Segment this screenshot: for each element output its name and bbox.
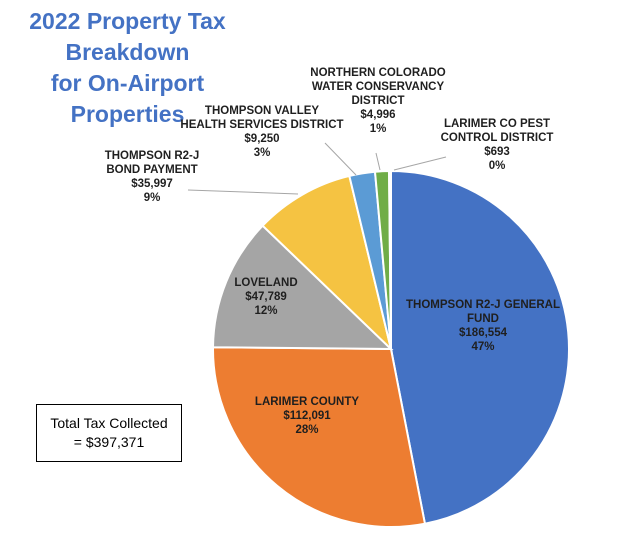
label-name: FUND [467, 313, 499, 325]
label-value: $47,789 [245, 291, 287, 303]
label-name: THOMPSON R2-J GENERAL [406, 299, 560, 311]
label-name: NORTHERN COLORADO [310, 67, 445, 79]
label-name: THOMPSON R2-J [105, 150, 200, 162]
slice-larimer-county [212, 346, 427, 528]
label-name: HEALTH SERVICES DISTRICT [180, 119, 343, 131]
label-value: $186,554 [459, 327, 508, 339]
total-tax-line-1: Total Tax Collected [50, 415, 168, 431]
title-line-1: 2022 Property Tax [29, 8, 226, 34]
label-name: LOVELAND [234, 277, 297, 289]
label-percent: 9% [144, 192, 161, 204]
label-thompson-r2-j-general-fund: THOMPSON R2-J GENERAL FUND $186,554 47% [406, 299, 560, 353]
label-name: LARIMER COUNTY [255, 396, 359, 408]
pie-slices [211, 169, 570, 528]
label-percent: 1% [370, 123, 387, 135]
total-tax-line-2: = $397,371 [73, 434, 145, 450]
label-value: $4,996 [360, 109, 395, 121]
label-percent: 3% [254, 147, 271, 159]
label-percent: 12% [254, 305, 277, 317]
leader-lines [187, 142, 447, 195]
slice-thompson-r2-j-general-fund [390, 169, 570, 525]
label-loveland: LOVELAND $47,789 12% [234, 277, 297, 317]
leader-line-thompson-valley-health-services-district [324, 142, 357, 176]
label-thompson-valley-health-services-district: THOMPSON VALLEY HEALTH SERVICES DISTRICT $… [180, 105, 343, 159]
slice-labels: THOMPSON R2-J GENERAL FUND $186,554 47% LARI… [105, 67, 560, 436]
label-percent: 0% [489, 160, 506, 172]
total-tax-box: Total Tax Collected = $397,371 [36, 404, 182, 462]
title-line-3: for On-Airport [50, 70, 205, 96]
chart-title: 2022 Property Tax Breakdown for On-Airpo… [10, 6, 245, 130]
slice-loveland [211, 224, 394, 351]
label-larimer-co-pest-control-district: LARIMER CO PEST CONTROL DISTRICT $693 0% [441, 118, 554, 172]
label-value: $693 [484, 146, 510, 158]
label-name: CONTROL DISTRICT [441, 132, 554, 144]
label-value: $112,091 [283, 410, 331, 422]
label-name: DISTRICT [351, 95, 404, 107]
label-name: LARIMER CO PEST [444, 118, 550, 130]
label-percent: 47% [471, 341, 494, 353]
leader-line-northern-colorado-water-conservancy-district [375, 152, 381, 171]
label-name: WATER CONSERVANCY [312, 81, 445, 93]
leader-line-larimer-co-pest-control-district [393, 156, 447, 171]
title-line-4: Properties [70, 101, 185, 127]
label-thompson-r2-j-bond-payment: THOMPSON R2-J BOND PAYMENT $35,997 9% [105, 150, 200, 204]
label-name: THOMPSON VALLEY [205, 105, 319, 117]
leader-line-thompson-r2-j-bond-payment [187, 189, 299, 195]
label-larimer-county: LARIMER COUNTY $112,091 28% [255, 396, 359, 436]
label-value: $35,997 [131, 178, 173, 190]
label-percent: 28% [295, 424, 318, 436]
label-name: BOND PAYMENT [106, 164, 197, 176]
slice-larimer-co-pest-control-district [388, 169, 392, 350]
label-value: $9,250 [244, 133, 279, 145]
label-northern-colorado-water-conservancy-district: NORTHERN COLORADO WATER CONSERVANCY DISTRI… [310, 67, 445, 135]
title-line-2: Breakdown [65, 39, 190, 65]
